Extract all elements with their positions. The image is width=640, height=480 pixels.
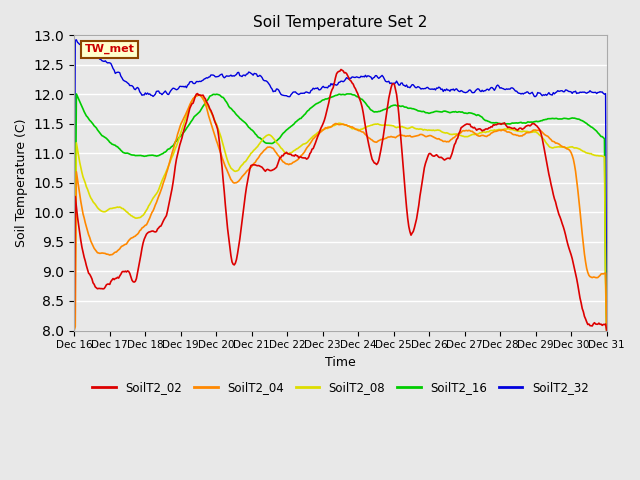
SoilT2_32 xyxy=(72,37,80,43)
SoilT2_04 xyxy=(70,328,78,334)
SoilT2_32 xyxy=(237,73,244,79)
SoilT2_02 xyxy=(463,121,470,127)
SoilT2_02 xyxy=(295,155,303,161)
SoilT2_04 xyxy=(237,176,244,181)
SoilT2_16 xyxy=(369,108,377,114)
SoilT2_08 xyxy=(395,124,403,130)
Y-axis label: Soil Temperature (C): Soil Temperature (C) xyxy=(15,119,28,247)
SoilT2_32 xyxy=(395,82,403,88)
SoilT2_02 xyxy=(337,67,345,72)
SoilT2_02 xyxy=(70,328,78,334)
SoilT2_02 xyxy=(555,212,563,217)
SoilT2_16 xyxy=(70,328,78,334)
Line: SoilT2_02: SoilT2_02 xyxy=(74,70,607,331)
SoilT2_04 xyxy=(296,154,304,160)
SoilT2_08 xyxy=(463,134,470,140)
SoilT2_16 xyxy=(395,103,403,108)
X-axis label: Time: Time xyxy=(325,356,356,369)
SoilT2_04 xyxy=(463,128,470,133)
Text: TW_met: TW_met xyxy=(85,44,134,54)
SoilT2_32 xyxy=(603,326,611,332)
SoilT2_32 xyxy=(70,291,78,297)
SoilT2_16 xyxy=(555,116,563,122)
SoilT2_08 xyxy=(555,144,563,150)
SoilT2_08 xyxy=(237,163,244,169)
Legend: SoilT2_02, SoilT2_04, SoilT2_08, SoilT2_16, SoilT2_32: SoilT2_02, SoilT2_04, SoilT2_08, SoilT2_… xyxy=(88,376,593,398)
SoilT2_32 xyxy=(463,89,470,95)
SoilT2_08 xyxy=(369,121,377,127)
Title: Soil Temperature Set 2: Soil Temperature Set 2 xyxy=(253,15,428,30)
SoilT2_32 xyxy=(296,91,304,97)
SoilT2_02 xyxy=(369,158,377,164)
SoilT2_04 xyxy=(555,141,563,147)
SoilT2_04 xyxy=(395,132,403,138)
SoilT2_32 xyxy=(369,75,377,81)
SoilT2_16 xyxy=(295,117,303,122)
SoilT2_08 xyxy=(603,328,611,334)
SoilT2_04 xyxy=(195,92,202,97)
SoilT2_16 xyxy=(463,110,470,116)
SoilT2_16 xyxy=(344,91,351,97)
Line: SoilT2_04: SoilT2_04 xyxy=(74,95,607,331)
SoilT2_08 xyxy=(195,92,202,98)
SoilT2_02 xyxy=(395,111,403,117)
SoilT2_08 xyxy=(70,328,78,334)
SoilT2_02 xyxy=(603,328,611,334)
Line: SoilT2_08: SoilT2_08 xyxy=(74,95,607,331)
SoilT2_08 xyxy=(296,144,304,150)
Line: SoilT2_32: SoilT2_32 xyxy=(74,40,607,329)
SoilT2_16 xyxy=(603,328,611,334)
SoilT2_04 xyxy=(603,328,611,334)
SoilT2_04 xyxy=(369,138,377,144)
Line: SoilT2_16: SoilT2_16 xyxy=(74,94,607,331)
SoilT2_16 xyxy=(236,116,244,121)
SoilT2_02 xyxy=(236,236,244,242)
SoilT2_32 xyxy=(555,88,563,94)
